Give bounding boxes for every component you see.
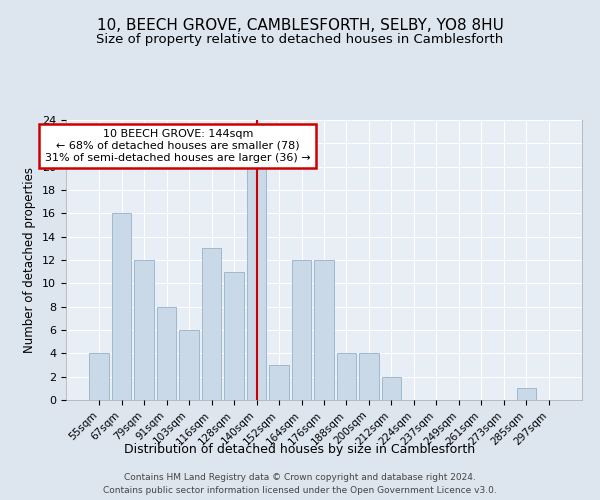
Bar bbox=[224, 272, 244, 400]
Bar bbox=[269, 365, 289, 400]
Text: Distribution of detached houses by size in Camblesforth: Distribution of detached houses by size … bbox=[124, 442, 476, 456]
Bar bbox=[89, 354, 109, 400]
Bar bbox=[134, 260, 154, 400]
Bar bbox=[517, 388, 536, 400]
Bar bbox=[382, 376, 401, 400]
Bar bbox=[112, 214, 131, 400]
Bar bbox=[247, 166, 266, 400]
Text: 10, BEECH GROVE, CAMBLESFORTH, SELBY, YO8 8HU: 10, BEECH GROVE, CAMBLESFORTH, SELBY, YO… bbox=[97, 18, 503, 32]
Y-axis label: Number of detached properties: Number of detached properties bbox=[23, 167, 37, 353]
Bar bbox=[337, 354, 356, 400]
Text: Contains HM Land Registry data © Crown copyright and database right 2024.: Contains HM Land Registry data © Crown c… bbox=[124, 474, 476, 482]
Bar bbox=[359, 354, 379, 400]
Bar bbox=[202, 248, 221, 400]
Bar bbox=[314, 260, 334, 400]
Text: Size of property relative to detached houses in Camblesforth: Size of property relative to detached ho… bbox=[97, 32, 503, 46]
Bar bbox=[157, 306, 176, 400]
Bar bbox=[292, 260, 311, 400]
Text: 10 BEECH GROVE: 144sqm
← 68% of detached houses are smaller (78)
31% of semi-det: 10 BEECH GROVE: 144sqm ← 68% of detached… bbox=[45, 130, 311, 162]
Bar bbox=[179, 330, 199, 400]
Text: Contains public sector information licensed under the Open Government Licence v3: Contains public sector information licen… bbox=[103, 486, 497, 495]
